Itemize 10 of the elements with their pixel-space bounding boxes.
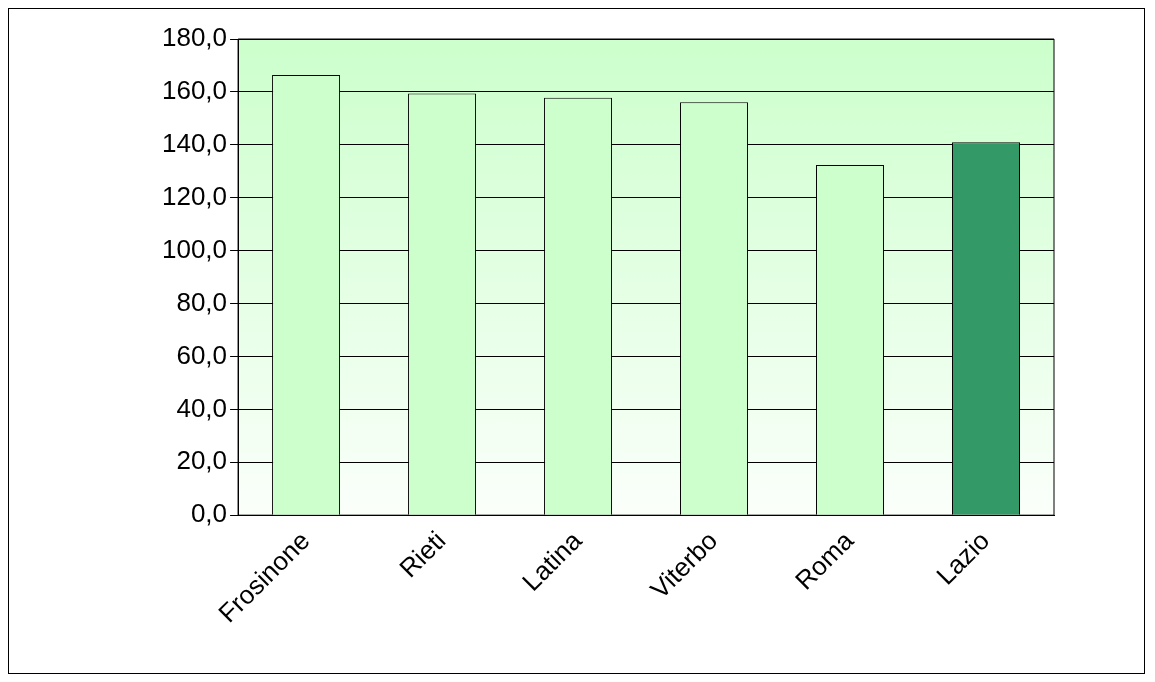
y-tick-label: 140,0 (161, 127, 228, 158)
y-tick-label: 60,0 (176, 339, 228, 370)
y-tick-label: 80,0 (176, 286, 228, 317)
y-tick-label: 0,0 (190, 498, 228, 529)
y-tick-label: 100,0 (161, 233, 228, 264)
y-tick-label: 120,0 (161, 180, 228, 211)
y-tick-label: 40,0 (176, 392, 228, 423)
y-tick-label: 20,0 (176, 445, 228, 476)
y-tick-label: 160,0 (161, 75, 228, 106)
y-tick-label: 180,0 (161, 22, 228, 53)
